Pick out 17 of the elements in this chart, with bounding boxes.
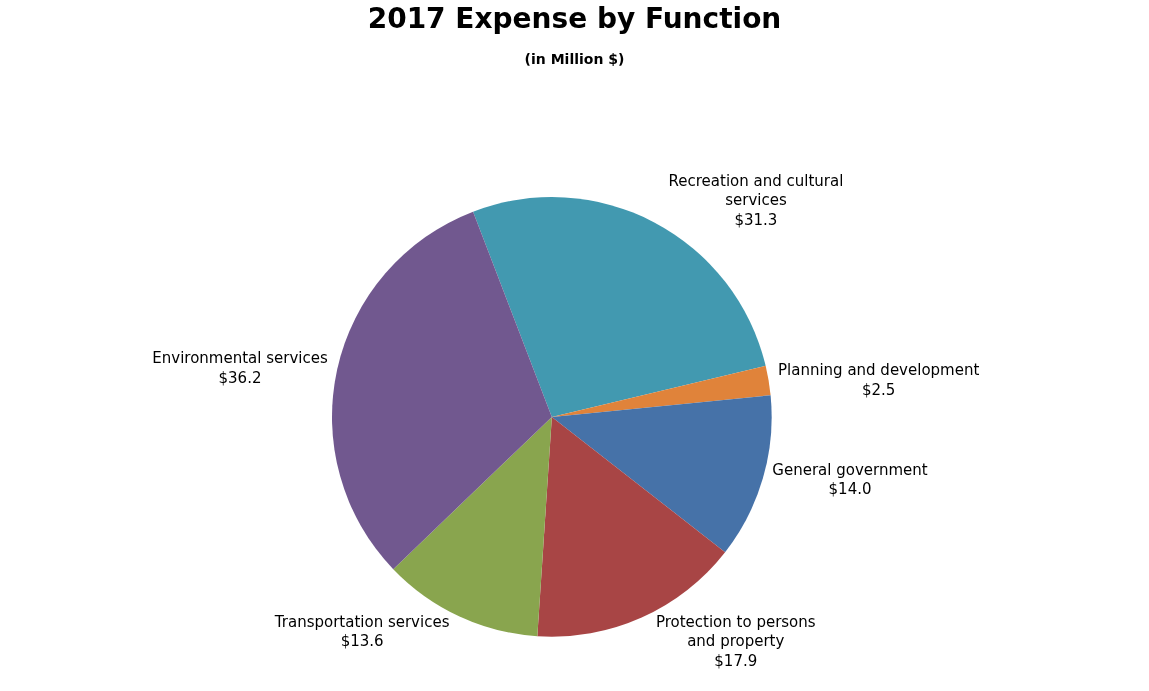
slice-label: Planning and development [778,361,980,380]
pie-slice [551,365,771,417]
slice-label: Recreation and cultural services [668,171,844,210]
pie-slice [332,211,552,570]
data-label: $2.5 [861,380,896,399]
slice-label: General government [772,460,928,479]
data-label: $14.0 [828,480,872,499]
data-label: $31.3 [734,210,778,229]
data-label: $13.6 [340,632,384,651]
slice-label: Transportation services [273,612,450,631]
chart-title: 2017 Expense by Function [367,1,782,35]
slice-label: Environmental services [152,349,328,368]
slice-label: Protection to persons and property [655,612,816,651]
pie-slice [551,395,772,553]
data-label: $36.2 [218,368,262,387]
data-label: $17.9 [714,651,758,670]
chart-subtitle: (in Million $) [524,51,625,68]
